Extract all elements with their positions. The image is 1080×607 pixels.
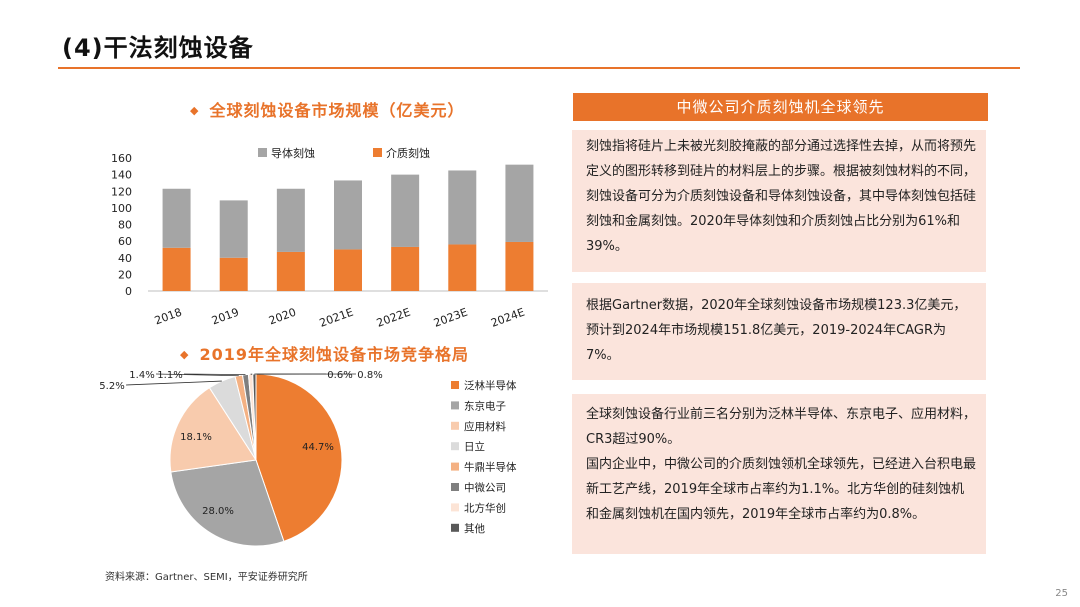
legend-label: 其他 [464, 522, 485, 535]
legend-swatch [451, 462, 459, 471]
legend-swatch [451, 401, 459, 410]
text-box-1: 刻蚀指将硅片上未被光刻胶掩蔽的部分通过选择性去掉，从而将预先定义的图形转移到硅片… [572, 130, 986, 272]
legend-swatch [451, 503, 459, 512]
legend-label: 导体刻蚀 [271, 146, 315, 160]
text-box-3-content-2: 国内企业中，中微公司的介质刻蚀领机全球领先，已经进入台积电最新工艺产线，2019… [586, 457, 977, 522]
leader-line [125, 380, 222, 386]
bar-dielectric-2018 [162, 247, 191, 291]
legend-label: 介质刻蚀 [386, 146, 430, 160]
pie-data-label: 28.0% [202, 506, 234, 517]
legend-swatch [451, 442, 459, 451]
legend-label: 日立 [464, 440, 485, 453]
y-tick-label: 0 [125, 285, 132, 298]
leader-line [155, 373, 239, 377]
pie-slice-e5ba94e794a8e69d90e69699 [169, 387, 257, 473]
bar-dielectric-2024E [505, 241, 534, 291]
pie-data-label: 1.1% [157, 370, 182, 381]
legend-swatch [451, 523, 459, 532]
pie-data-label: 44.7% [302, 442, 334, 453]
text-box-2-content: 根据Gartner数据，2020年全球刻蚀设备市场规模123.3亿美元，预计到2… [586, 298, 967, 363]
text-box-3-content-1: 全球刻蚀设备行业前三名分别为泛林半导体、东京电子、应用材料，CR3超过90%。 [586, 407, 977, 447]
legend-label: 应用材料 [464, 420, 506, 433]
bar-conductor-2020 [276, 188, 305, 252]
pie-data-label: 1.4% [129, 370, 154, 381]
pie-data-label: 5.2% [99, 381, 124, 392]
legend-swatch [258, 148, 267, 157]
bar-chart-heading: ◆ 全球刻蚀设备市场规模（亿美元） [190, 97, 464, 121]
pie-chart-title: 2019年全球刻蚀设备市场竞争格局 [199, 345, 470, 364]
page-title: (4)干法刻蚀设备 [62, 34, 254, 62]
pie-data-label: 0.8% [357, 370, 382, 381]
panel-header: 中微公司介质刻蚀机全球领先 [573, 93, 988, 121]
bar-conductor-2018 [162, 188, 191, 248]
bar-conductor-2024E [505, 164, 534, 242]
x-tick-label: 2018 [153, 306, 184, 328]
legend-swatch [373, 148, 382, 157]
leader-line [183, 373, 246, 376]
pie-slice-e4b89ce4baace794b5e5ad90 [170, 459, 285, 547]
bar-dielectric-2022E [391, 246, 420, 291]
legend-label: 中微公司 [464, 481, 506, 494]
bar-conductor-2023E [448, 170, 477, 245]
x-tick-label: 2024E [489, 306, 526, 330]
x-tick-label: 2019 [210, 306, 241, 328]
bar-conductor-2021E [334, 180, 362, 250]
source-note: 资料来源：Gartner、SEMI，平安证券研究所 [105, 572, 308, 583]
bar-chart-title: 全球刻蚀设备市场规模（亿美元） [209, 101, 465, 120]
legend-swatch [451, 483, 459, 491]
diamond-icon: ◆ [180, 348, 190, 361]
y-tick-label: 100 [111, 202, 132, 215]
bar-conductor-2022E [391, 174, 420, 247]
bar-chart: 0 20 40 60 80 100 120 140 160 2018 2019 2020 2021E 20… [111, 146, 548, 330]
bar-conductor-2019 [219, 200, 248, 258]
x-tick-label: 2021E [318, 306, 355, 330]
text-box-3: 全球刻蚀设备行业前三名分别为泛林半导体、东京电子、应用材料，CR3超过90%。 … [572, 394, 986, 554]
legend-label: 北方华创 [464, 501, 506, 514]
pie-chart: 44.7% 28.0% 18.1% 5.2% 1.4% 1.1% 0.8% 0.6% 泛林半导体… [99, 370, 517, 547]
pie-chart-heading: ◆ 2019年全球刻蚀设备市场竞争格局 [180, 341, 469, 365]
pie-data-label: 0.6% [327, 370, 352, 381]
y-tick-label: 20 [118, 268, 132, 281]
bar-dielectric-2023E [448, 244, 477, 291]
bar-dielectric-2020 [276, 251, 305, 291]
page-number: 25 [1055, 588, 1068, 599]
y-tick-label: 160 [111, 152, 132, 165]
legend-swatch [451, 421, 459, 430]
legend-label: 东京电子 [464, 399, 506, 412]
legend-label: 泛林半导体 [464, 379, 517, 392]
x-tick-label: 2022E [375, 306, 412, 330]
title-divider [58, 67, 1020, 69]
diamond-icon: ◆ [190, 104, 200, 117]
pie-slice-e6b39be69e97e58d8ae5afbce4bd93 [255, 373, 343, 542]
text-box-2: 根据Gartner数据，2020年全球刻蚀设备市场规模123.3亿美元，预计到2… [572, 283, 986, 380]
y-tick-label: 80 [118, 219, 132, 232]
y-tick-label: 120 [111, 185, 132, 198]
y-tick-label: 140 [111, 169, 132, 182]
text-box-1-content: 刻蚀指将硅片上未被光刻胶掩蔽的部分通过选择性去掉，从而将预先定义的图形转移到硅片… [586, 139, 977, 254]
bar-dielectric-2019 [219, 257, 248, 291]
bar-dielectric-2021E [334, 249, 362, 291]
pie-data-label: 18.1% [180, 432, 212, 443]
y-tick-label: 60 [118, 235, 132, 248]
x-tick-label: 2023E [432, 306, 469, 330]
y-tick-label: 40 [118, 252, 132, 265]
legend-swatch [451, 381, 459, 389]
legend-label: 牛鼎半导体 [464, 461, 517, 474]
x-tick-label: 2020 [267, 306, 298, 328]
